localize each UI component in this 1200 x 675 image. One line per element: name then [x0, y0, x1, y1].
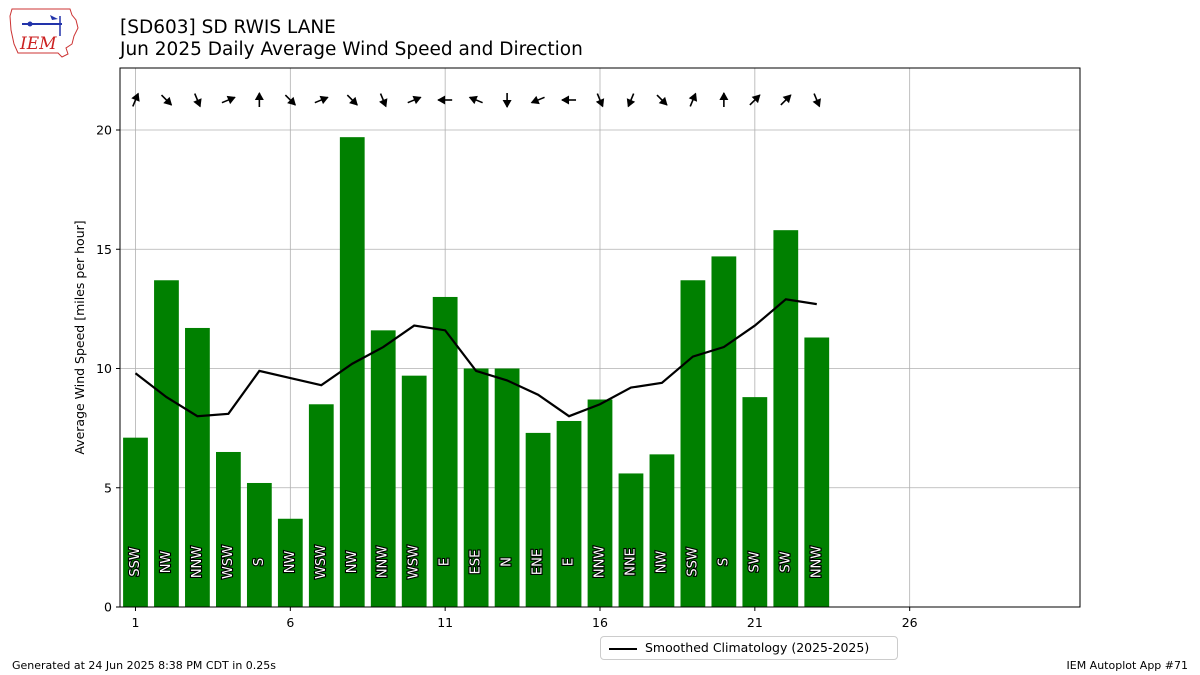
direction-label: NNE: [623, 548, 638, 576]
wind-arrow-head: [782, 94, 792, 104]
direction-label: N: [500, 557, 515, 567]
direction-label: ENE: [531, 549, 546, 575]
wind-arrow-head: [131, 92, 140, 102]
wind-speed-bar: [401, 375, 427, 607]
wind-arrow-head: [530, 95, 540, 105]
footer-generated-text: Generated at 24 Jun 2025 8:38 PM CDT in …: [12, 659, 277, 672]
direction-label: NW: [654, 551, 669, 574]
wind-speed-bar: [742, 397, 768, 607]
x-tick-label: 21: [747, 615, 763, 630]
legend-line-swatch: [609, 648, 637, 650]
direction-label: ESE: [469, 550, 484, 575]
wind-speed-bar: [154, 280, 179, 607]
wind-speed-bar: [556, 420, 582, 607]
direction-label: NNW: [376, 546, 391, 578]
climatology-line-group: [134, 298, 817, 418]
wind-speed-bar: [339, 137, 365, 608]
direction-label: S: [716, 558, 731, 566]
iem-logo: IEM: [9, 8, 79, 58]
wind-speed-bar: [711, 256, 737, 607]
wind-arrow-head: [561, 95, 570, 105]
direction-label: NNW: [190, 546, 205, 578]
direction-label: SSW: [685, 547, 700, 577]
wind-speed-bar: [587, 399, 613, 607]
wind-arrow-head: [287, 96, 296, 106]
wind-arrow-head: [468, 95, 478, 105]
wind-speed-bar: [185, 327, 210, 607]
footer-app-text: IEM Autoplot App #71: [1066, 659, 1189, 672]
wind-arrow-head: [719, 92, 729, 100]
wind-arrow-head: [626, 98, 636, 108]
wind-arrow-head: [226, 95, 236, 105]
x-tick-label: 26: [902, 615, 918, 630]
chart-subtitle: Jun 2025 Daily Average Wind Speed and Di…: [120, 39, 583, 60]
direction-label: E: [438, 558, 453, 566]
legend-label: Smoothed Climatology (2025-2025): [645, 640, 870, 655]
direction-label: WSW: [407, 545, 422, 579]
wind-speed-bar: [618, 473, 644, 607]
wind-arrow-head: [379, 98, 388, 108]
wind-arrow-head: [751, 94, 761, 104]
direction-label: S: [252, 558, 267, 566]
chart-title: [SD603] SD RWIS LANE: [120, 17, 336, 38]
y-axis-label: Average Wind Speed [miles per hour]: [72, 220, 87, 454]
iem-logo-text: IEM: [19, 34, 57, 54]
direction-label: E: [562, 558, 577, 566]
y-tick-label: 20: [96, 123, 112, 138]
wind-speed-bar: [649, 454, 675, 607]
wind-arrow-head: [193, 98, 202, 108]
wind-speed-bar: [804, 337, 830, 607]
direction-label: WSW: [221, 545, 236, 579]
bars: [123, 137, 830, 608]
wind-speed-bar: [308, 404, 334, 607]
wind-arrow-head: [502, 100, 512, 108]
climatology-line: [134, 298, 817, 418]
wind-speed-bar: [432, 296, 458, 607]
direction-label: WSW: [314, 545, 329, 579]
wind-arrow-head: [437, 95, 446, 105]
wind-arrow-head: [412, 95, 422, 105]
legend: Smoothed Climatology (2025-2025): [600, 636, 898, 660]
wind-arrow-head: [163, 96, 173, 106]
wind-speed-bar: [494, 368, 520, 607]
y-tick-label: 0: [104, 600, 112, 615]
wind-arrow-head: [658, 96, 668, 106]
wind-speed-bar: [246, 482, 272, 607]
direction-labels: SSW NW NNW WSW S NW WSW NW NNW WSW E ESE N ENE E NNW NNE…: [127, 544, 825, 580]
direction-label: NW: [283, 551, 298, 574]
wind-arrow-head: [349, 96, 358, 106]
wind-speed-bar: [370, 330, 396, 607]
direction-label: NNW: [809, 546, 824, 578]
wind-speed-bar: [277, 518, 303, 607]
direction-label: NW: [159, 551, 174, 574]
wind-arrows: [131, 92, 821, 108]
wind-speed-bar: [123, 437, 148, 607]
y-tick-label: 10: [96, 361, 112, 376]
direction-label: NW: [345, 551, 360, 574]
wind-arrow-head: [688, 92, 698, 102]
wind-speed-bar: [773, 230, 799, 607]
y-tick-label: 5: [104, 480, 112, 495]
x-tick-label: 16: [592, 615, 608, 630]
x-tick-label: 1: [132, 615, 140, 630]
wind-speed-bar: [680, 280, 706, 607]
wind-speed-bar: [463, 368, 489, 607]
wind-speed-bar: [525, 432, 551, 607]
direction-label: SW: [778, 551, 793, 572]
wind-speed-bar: [216, 451, 241, 607]
wind-arrow-head: [812, 98, 821, 108]
direction-label: SSW: [128, 547, 143, 577]
wind-arrow-head: [254, 92, 264, 100]
x-tick-label: 6: [286, 615, 294, 630]
direction-label: NNW: [593, 546, 608, 578]
direction-label: SW: [747, 551, 762, 572]
wind-arrow-head: [595, 98, 605, 108]
x-tick-label: 11: [437, 615, 453, 630]
y-tick-label: 15: [96, 242, 112, 257]
wind-arrow-head: [319, 95, 329, 105]
